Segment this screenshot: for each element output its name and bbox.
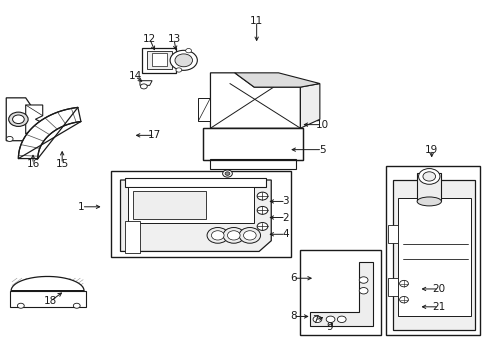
Text: 7: 7 xyxy=(311,315,318,325)
Circle shape xyxy=(399,280,407,287)
Circle shape xyxy=(170,50,197,70)
Polygon shape xyxy=(127,187,254,223)
Circle shape xyxy=(6,136,13,141)
Ellipse shape xyxy=(416,197,441,206)
Polygon shape xyxy=(416,173,441,202)
Polygon shape xyxy=(140,81,152,85)
Text: 8: 8 xyxy=(289,311,296,321)
Text: 3: 3 xyxy=(282,197,288,206)
Polygon shape xyxy=(387,278,397,296)
Polygon shape xyxy=(125,178,266,187)
Text: 18: 18 xyxy=(43,296,57,306)
Polygon shape xyxy=(309,262,372,327)
Text: 5: 5 xyxy=(318,145,325,155)
Circle shape xyxy=(257,206,267,214)
Circle shape xyxy=(325,316,334,323)
Circle shape xyxy=(223,228,244,243)
Text: 1: 1 xyxy=(78,202,85,212)
Circle shape xyxy=(9,112,28,126)
Polygon shape xyxy=(234,73,319,87)
Polygon shape xyxy=(397,198,469,316)
Polygon shape xyxy=(210,159,295,169)
Circle shape xyxy=(227,231,240,240)
Bar xyxy=(385,166,479,336)
Bar xyxy=(300,249,380,336)
Circle shape xyxy=(13,115,24,123)
Circle shape xyxy=(239,228,260,243)
Polygon shape xyxy=(11,276,84,291)
Text: 17: 17 xyxy=(148,130,161,140)
Polygon shape xyxy=(152,53,166,66)
Circle shape xyxy=(243,231,256,240)
Text: 14: 14 xyxy=(128,71,142,81)
Polygon shape xyxy=(132,191,205,219)
Circle shape xyxy=(418,168,439,184)
Circle shape xyxy=(175,54,192,67)
Circle shape xyxy=(312,316,321,323)
Text: 6: 6 xyxy=(289,273,296,283)
Circle shape xyxy=(18,303,24,308)
Circle shape xyxy=(359,277,367,283)
Polygon shape xyxy=(198,98,210,121)
Text: 16: 16 xyxy=(26,159,40,169)
Text: 12: 12 xyxy=(143,34,156,44)
Circle shape xyxy=(185,49,191,53)
Polygon shape xyxy=(392,180,474,330)
Text: 15: 15 xyxy=(56,159,69,169)
Circle shape xyxy=(211,231,224,240)
Text: 11: 11 xyxy=(249,16,263,26)
Polygon shape xyxy=(142,48,176,73)
Polygon shape xyxy=(300,84,319,128)
Polygon shape xyxy=(125,221,140,253)
Polygon shape xyxy=(387,225,397,243)
Polygon shape xyxy=(10,291,86,307)
Text: 2: 2 xyxy=(282,212,288,222)
Circle shape xyxy=(359,288,367,294)
Polygon shape xyxy=(203,128,302,160)
Polygon shape xyxy=(6,98,30,141)
Text: 19: 19 xyxy=(424,145,437,155)
Circle shape xyxy=(399,296,407,303)
Polygon shape xyxy=(19,107,81,158)
Bar xyxy=(111,171,290,257)
Circle shape xyxy=(257,192,267,200)
Polygon shape xyxy=(26,105,42,134)
Text: 20: 20 xyxy=(431,284,445,294)
Text: 4: 4 xyxy=(282,229,288,239)
Polygon shape xyxy=(120,180,271,251)
Circle shape xyxy=(224,172,229,175)
Text: 9: 9 xyxy=(325,322,332,332)
Circle shape xyxy=(140,84,147,89)
Polygon shape xyxy=(210,73,300,128)
Text: 13: 13 xyxy=(167,34,180,44)
Circle shape xyxy=(73,303,80,308)
Circle shape xyxy=(337,316,346,323)
Polygon shape xyxy=(147,51,171,69)
Circle shape xyxy=(222,170,232,177)
Circle shape xyxy=(422,172,435,181)
Circle shape xyxy=(257,222,267,230)
Circle shape xyxy=(176,68,182,72)
Text: 21: 21 xyxy=(431,302,445,312)
Text: 10: 10 xyxy=(315,120,328,130)
Circle shape xyxy=(206,228,228,243)
